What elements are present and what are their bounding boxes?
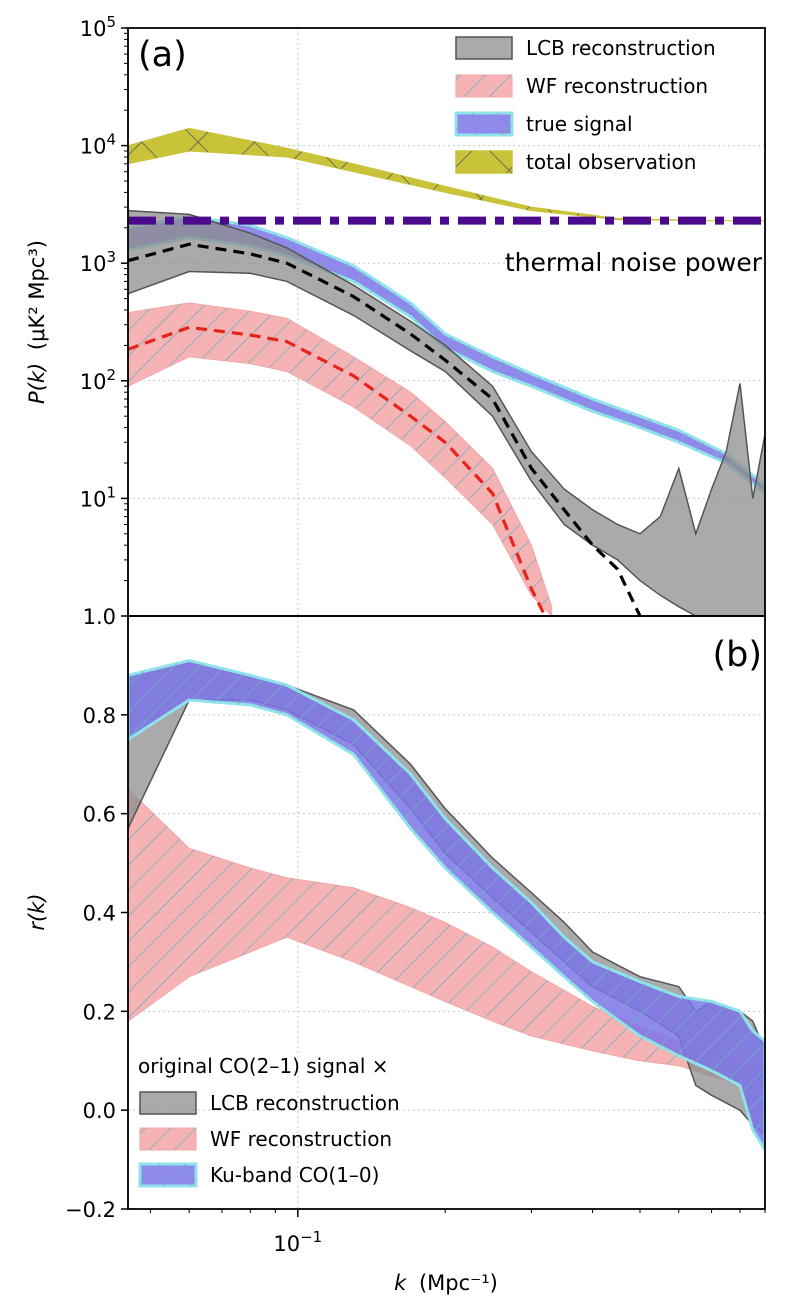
panel-b-x-ticks: 10−1 bbox=[149, 1209, 766, 1256]
panel-a-mean-lines bbox=[128, 242, 642, 616]
panel-b-ytick-label-5: 0.8 bbox=[83, 704, 116, 728]
panel-a-legend-swatch-0 bbox=[455, 36, 513, 60]
panel-a-ytick-label-3: 103 bbox=[80, 248, 116, 276]
panel-b-frame bbox=[127, 615, 766, 1210]
panel-a-band-2 bbox=[128, 209, 765, 616]
panel-b-legend-label-1: WF reconstruction bbox=[210, 1127, 392, 1151]
panel-b-ytick-label-0: −0.2 bbox=[65, 1198, 116, 1222]
x-axis-label: k (Mpc⁻¹) bbox=[394, 1271, 498, 1295]
panel-a-band-hatch-0 bbox=[128, 128, 765, 221]
x-tick-label-0: 10−1 bbox=[273, 1228, 322, 1256]
panel-a-legend-swatch-hatch-2 bbox=[456, 113, 512, 135]
panel-b-band-hatch-0 bbox=[128, 789, 765, 1091]
x-axis-units: (Mpc⁻¹) bbox=[419, 1271, 498, 1295]
panel-b-ytick-label-1: 0.0 bbox=[83, 1099, 116, 1123]
panel-a-legend-label-1: WF reconstruction bbox=[526, 74, 708, 98]
panel-a-bands bbox=[128, 127, 765, 616]
panel-a-y-ticks: 1.0 101 102 103 104 105 bbox=[80, 13, 128, 629]
panel-b-label: (b) bbox=[712, 635, 762, 675]
panel-b-y-axis-label: r(k) bbox=[25, 893, 49, 930]
panel-b-legend-label-2: Ku-band CO(1–0) bbox=[210, 1163, 379, 1187]
panel-b: (b) −0.2 0.0 0.2 0.4 0.6 0.8 10−1 r(k) k (Mpc… bbox=[25, 615, 766, 1295]
panel-a-band-hatch-3 bbox=[128, 302, 552, 616]
panel-a-legend-label-2: true signal bbox=[526, 112, 633, 136]
panel-a-label: (a) bbox=[138, 35, 187, 75]
thermal-noise-label: thermal noise power bbox=[505, 248, 763, 277]
panel-a: thermal noise power (a) 1.01011021031041… bbox=[25, 13, 766, 629]
panel-a-legend: LCB reconstruction WF reconstruction true … bbox=[454, 36, 716, 174]
panel-b-legend-swatch-hatch-2 bbox=[140, 1164, 196, 1186]
panel-b-legend-swatch-hatch-1 bbox=[140, 1128, 196, 1150]
panel-a-line-0 bbox=[128, 242, 642, 616]
panel-b-legend-label-0: LCB reconstruction bbox=[210, 1091, 400, 1115]
panel-a-y-axis-label: P(k) (μK² Mpc³) bbox=[25, 240, 49, 404]
panel-a-legend-swatch-hatch-3 bbox=[456, 151, 512, 173]
y-axis-var: P(k) bbox=[25, 363, 49, 404]
panel-a-ytick-label-0: 1.0 bbox=[83, 605, 116, 629]
panel-a-legend-label-0: LCB reconstruction bbox=[526, 36, 716, 60]
panel-a-ytick-label-2: 102 bbox=[80, 366, 116, 394]
panel-a-legend-swatch-hatch-1 bbox=[456, 75, 512, 97]
panel-b-ytick-label-2: 0.2 bbox=[83, 1000, 116, 1024]
panel-b-ytick-label-3: 0.4 bbox=[83, 902, 116, 926]
panel-b-y-ticks: −0.2 0.0 0.2 0.4 0.6 0.8 bbox=[65, 704, 128, 1222]
panel-b-legend-swatch-0 bbox=[139, 1091, 197, 1115]
panel-b-legend-title: original CO(2–1) signal × bbox=[138, 1054, 389, 1078]
panel-a-legend-label-3: total observation bbox=[526, 150, 696, 174]
panel-a-ytick-label-5: 105 bbox=[80, 13, 116, 41]
y-axis-units: (μK² Mpc³) bbox=[25, 240, 49, 350]
panel-b-bands bbox=[128, 658, 765, 1153]
panel-a-ytick-label-4: 104 bbox=[80, 131, 116, 159]
x-axis-var: k bbox=[394, 1271, 407, 1295]
panel-b-legend: LCB reconstruction WF reconstruction Ku-ba… bbox=[138, 1091, 400, 1188]
panel-b-ytick-label-4: 0.6 bbox=[83, 803, 116, 827]
panel-a-line-1 bbox=[128, 325, 547, 616]
panel-a-ytick-label-1: 101 bbox=[80, 483, 116, 511]
